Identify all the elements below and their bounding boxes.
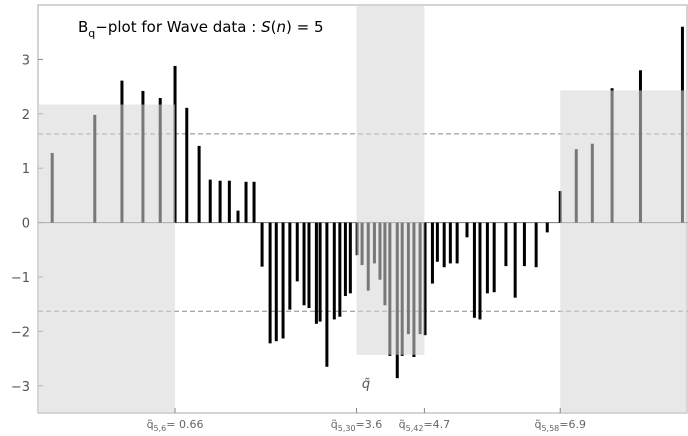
shaded-region bbox=[38, 104, 176, 413]
bar bbox=[455, 222, 459, 264]
bar bbox=[281, 222, 285, 339]
bar bbox=[504, 222, 508, 267]
bar bbox=[307, 222, 311, 309]
bar bbox=[472, 222, 476, 318]
bar bbox=[227, 180, 231, 223]
x-tick-symbol: q̃ bbox=[534, 418, 541, 431]
y-tick-label: 3 bbox=[22, 53, 30, 68]
bar bbox=[513, 222, 517, 298]
bar bbox=[268, 222, 272, 344]
title-part: n bbox=[276, 18, 286, 36]
y-tick-label: −1 bbox=[11, 271, 30, 286]
y-tick-label: −3 bbox=[11, 380, 30, 395]
bar bbox=[314, 222, 318, 324]
bar bbox=[485, 222, 489, 294]
bar bbox=[252, 181, 256, 223]
x-tick-subscript: 5,58 bbox=[541, 424, 559, 433]
bar bbox=[423, 222, 427, 336]
chart-title: Bq−plot for Wave data : S(n) = 5 bbox=[78, 18, 323, 40]
x-tick-label: q̃5,58=6.9 bbox=[534, 418, 586, 433]
bar bbox=[534, 222, 538, 268]
x-tick-symbol: q̃ bbox=[331, 418, 338, 431]
bar bbox=[302, 222, 306, 306]
x-tick-symbol: q̃ bbox=[147, 418, 154, 431]
bar bbox=[430, 222, 434, 284]
x-tick-value: =4.7 bbox=[423, 418, 450, 431]
x-tick-subscript: 5,30 bbox=[338, 424, 356, 433]
bar bbox=[465, 222, 469, 238]
bar bbox=[343, 222, 347, 297]
shaded-region bbox=[560, 90, 688, 414]
x-tick-value: =3.6 bbox=[356, 418, 383, 431]
bar bbox=[478, 222, 482, 320]
bar bbox=[260, 222, 264, 267]
bar bbox=[448, 222, 452, 264]
y-tick-label: 1 bbox=[22, 162, 30, 177]
title-part: ) = 5 bbox=[286, 18, 324, 36]
x-tick-subscript: 5,42 bbox=[406, 424, 424, 433]
bar bbox=[274, 222, 278, 342]
bar bbox=[197, 145, 201, 223]
bar bbox=[208, 179, 212, 223]
x-tick-label: q̃5,30=3.6 bbox=[331, 418, 383, 433]
bar bbox=[318, 222, 322, 322]
y-tick-label: −2 bbox=[11, 325, 30, 340]
x-tick-value: = 0.66 bbox=[166, 418, 203, 431]
bar bbox=[218, 180, 222, 223]
y-tick-label: 2 bbox=[22, 108, 30, 123]
annotation: q̃ bbox=[362, 377, 370, 392]
bar bbox=[244, 181, 248, 223]
bar bbox=[545, 222, 549, 233]
x-tick-symbol: q̃ bbox=[399, 418, 406, 431]
bar bbox=[348, 222, 352, 294]
bar bbox=[295, 222, 299, 282]
x-tick-value: =6.9 bbox=[559, 418, 586, 431]
bar bbox=[332, 222, 336, 320]
y-tick-label: 0 bbox=[22, 217, 30, 232]
bar bbox=[492, 222, 496, 293]
bar bbox=[288, 222, 292, 310]
title-part: ( bbox=[271, 18, 277, 36]
title-part: B bbox=[78, 18, 88, 36]
shaded-region bbox=[356, 5, 425, 355]
title-part: S bbox=[261, 18, 271, 36]
x-tick-label: q̃5,42=4.7 bbox=[399, 418, 451, 433]
bar bbox=[442, 222, 446, 268]
title-part: −plot for Wave data : bbox=[95, 18, 261, 36]
bar bbox=[435, 222, 439, 262]
x-tick-label: q̃5,6= 0.66 bbox=[147, 418, 204, 433]
bar bbox=[338, 222, 342, 317]
bar bbox=[236, 210, 240, 223]
bar bbox=[325, 222, 329, 367]
bar bbox=[185, 107, 189, 223]
title-part: q bbox=[88, 27, 95, 40]
x-tick-subscript: 5,6 bbox=[154, 424, 167, 433]
bar bbox=[522, 222, 526, 267]
